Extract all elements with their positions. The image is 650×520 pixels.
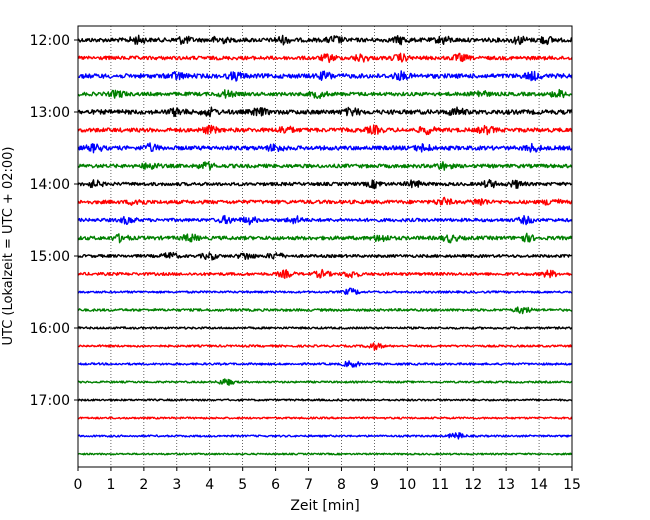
y-tick-label: 14:00 [30, 177, 70, 193]
x-tick-label: 11 [431, 477, 449, 493]
trace-line [77, 214, 573, 226]
trace-line [77, 142, 573, 154]
trace-line [77, 416, 573, 420]
x-tick-label: 4 [205, 477, 214, 493]
trace-line [77, 287, 573, 295]
trace-line [77, 378, 573, 386]
trace-line [77, 360, 573, 368]
trace-line [77, 432, 573, 440]
x-tick-label: 7 [304, 477, 313, 493]
trace-line [77, 106, 573, 118]
x-tick-label: 12 [464, 477, 482, 493]
x-tick-label: 8 [337, 477, 346, 493]
x-tick-label: 5 [238, 477, 247, 493]
x-tick-label: 1 [106, 477, 115, 493]
trace-line [77, 88, 573, 100]
trace-line [77, 179, 573, 190]
y-tick-label: 17:00 [30, 393, 70, 409]
y-axis-ticks: 12:00 13:00 14:00 15:00 16:00 17:00 [30, 33, 78, 409]
x-tick-label: 9 [370, 477, 379, 493]
x-tick-label: 2 [139, 477, 148, 493]
trace-line [77, 232, 573, 244]
trace-line [77, 452, 573, 456]
x-axis-ticks: 0 1 2 3 4 5 6 7 8 9 10 11 12 13 14 15 [74, 467, 581, 493]
trace-line [78, 306, 573, 315]
y-axis-label: UTC (Lokalzeit = UTC + 02:00) [1, 147, 16, 346]
trace-line [77, 398, 573, 402]
trace-line [77, 268, 573, 279]
x-tick-label: 3 [172, 477, 181, 493]
y-tick-label: 12:00 [30, 33, 70, 49]
trace-line [77, 342, 573, 351]
trace-line [77, 124, 573, 136]
x-tick-label: 10 [398, 477, 416, 493]
x-tick-label: 15 [563, 477, 581, 493]
seismic-traces [77, 34, 573, 456]
plot-frame [77, 25, 573, 468]
x-tick-label: 13 [497, 477, 515, 493]
trace-line [77, 34, 572, 46]
trace-line [77, 196, 573, 206]
trace-line [77, 161, 573, 171]
x-axis-label: Zeit [min] [290, 498, 359, 514]
y-tick-label: 16:00 [30, 321, 70, 337]
y-tick-label: 15:00 [30, 249, 70, 265]
x-tick-label: 6 [271, 477, 280, 493]
trace-line [77, 326, 573, 330]
x-tick-label: 14 [530, 477, 548, 493]
trace-line [77, 251, 573, 261]
x-tick-label: 0 [74, 477, 83, 493]
trace-line [77, 70, 573, 82]
y-tick-label: 13:00 [30, 105, 70, 121]
trace-line [77, 52, 573, 64]
